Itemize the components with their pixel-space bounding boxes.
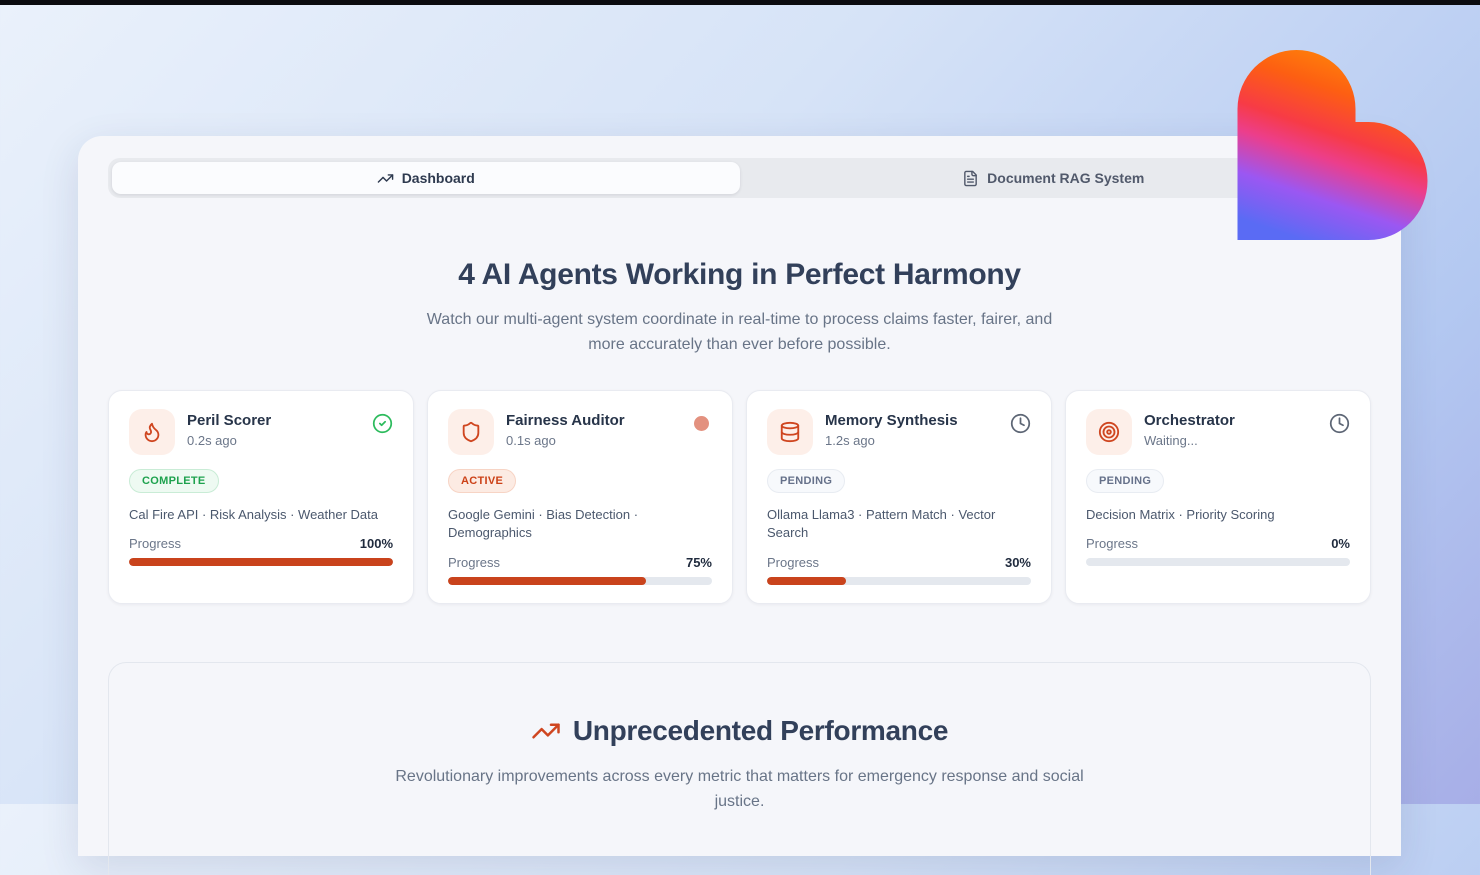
target-icon — [1086, 408, 1132, 455]
progress-fill — [129, 558, 393, 567]
progress-track — [448, 577, 712, 586]
lovable-heart-logo[interactable] — [1237, 50, 1428, 240]
main-panel: Dashboard Document RAG System 4 AI Agent… — [78, 136, 1401, 875]
progress-fill — [448, 577, 646, 586]
progress-label: Progress — [129, 536, 182, 552]
page-subtitle: Watch our multi-agent system coordinate … — [426, 311, 1053, 353]
agent-card-fairness-auditor: Fairness Auditor 0.1s ago ACTIVE Google … — [427, 389, 733, 605]
agent-tools: Ollama Llama3 · Pattern Match · Vector S… — [767, 506, 996, 541]
progress-value: 75% — [685, 555, 712, 571]
shield-icon — [448, 408, 494, 455]
progress-value: 100% — [359, 536, 393, 552]
tab-document-rag-system[interactable]: Document RAG System — [740, 162, 1368, 194]
agent-name: Memory Synthesis — [825, 411, 958, 429]
progress-track — [1086, 558, 1350, 567]
tab-dashboard[interactable]: Dashboard — [112, 162, 740, 194]
tab-dashboard-label: Dashboard — [401, 170, 475, 186]
agent-name: Orchestrator — [1144, 411, 1235, 429]
progress-label: Progress — [448, 555, 501, 571]
file-text-icon — [964, 170, 978, 186]
agent-last-update: 0.1s ago — [506, 432, 556, 448]
status-badge: COMPLETE — [129, 468, 219, 493]
trending-up-icon — [532, 723, 560, 739]
progress-value: 30% — [1004, 555, 1031, 571]
agent-name: Fairness Auditor — [506, 411, 625, 429]
progress-label: Progress — [1086, 536, 1139, 552]
agent-last-update: Waiting... — [1144, 432, 1198, 448]
status-badge: PENDING — [767, 468, 846, 493]
heart-icon — [1237, 50, 1428, 240]
status-badge: PENDING — [1086, 468, 1165, 493]
agent-card-peril-scorer: Peril Scorer 0.2s ago COMPLETE Cal Fire … — [108, 389, 414, 605]
agent-last-update: 0.2s ago — [187, 432, 237, 448]
progress-track — [767, 577, 1031, 586]
progress-value: 0% — [1331, 536, 1350, 552]
agent-tools: Google Gemini · Bias Detection · Demogra… — [448, 506, 639, 541]
performance-section: Unprecedented Performance Revolutionary … — [108, 662, 1371, 875]
tab-bar: Dashboard Document RAG System — [108, 158, 1371, 198]
active-pulse-dot — [694, 415, 709, 431]
database-icon — [767, 408, 813, 455]
page-title: 4 AI Agents Working in Perfect Harmony — [458, 258, 1021, 291]
tab-rag-label: Document RAG System — [987, 170, 1145, 186]
performance-subtitle: Revolutionary improvements across every … — [395, 768, 1084, 811]
agent-last-update: 1.2s ago — [825, 432, 875, 448]
agent-name: Peril Scorer — [187, 411, 272, 429]
progress-label: Progress — [767, 555, 820, 571]
trending-up-icon — [377, 173, 393, 183]
performance-title: Unprecedented Performance — [572, 715, 949, 747]
progress-track — [129, 558, 393, 567]
clock-icon — [1329, 413, 1350, 439]
agent-card-orchestrator: Orchestrator Waiting... PENDING Decision… — [1065, 389, 1371, 605]
flame-icon — [129, 408, 175, 455]
agent-cards-grid: Peril Scorer 0.2s ago COMPLETE Cal Fire … — [108, 389, 1371, 605]
top-edge-bar — [0, 0, 1480, 5]
check-circle-icon — [372, 413, 393, 439]
status-badge: ACTIVE — [448, 468, 517, 493]
progress-fill — [767, 577, 847, 586]
clock-icon — [1010, 413, 1031, 439]
agents-hero-section: 4 AI Agents Working in Perfect Harmony W… — [108, 258, 1371, 358]
agent-tools: Cal Fire API · Risk Analysis · Weather D… — [129, 506, 379, 522]
agent-card-memory-synthesis: Memory Synthesis 1.2s ago PENDING Ollama… — [746, 389, 1052, 605]
agent-tools: Decision Matrix · Priority Scoring — [1086, 506, 1275, 522]
